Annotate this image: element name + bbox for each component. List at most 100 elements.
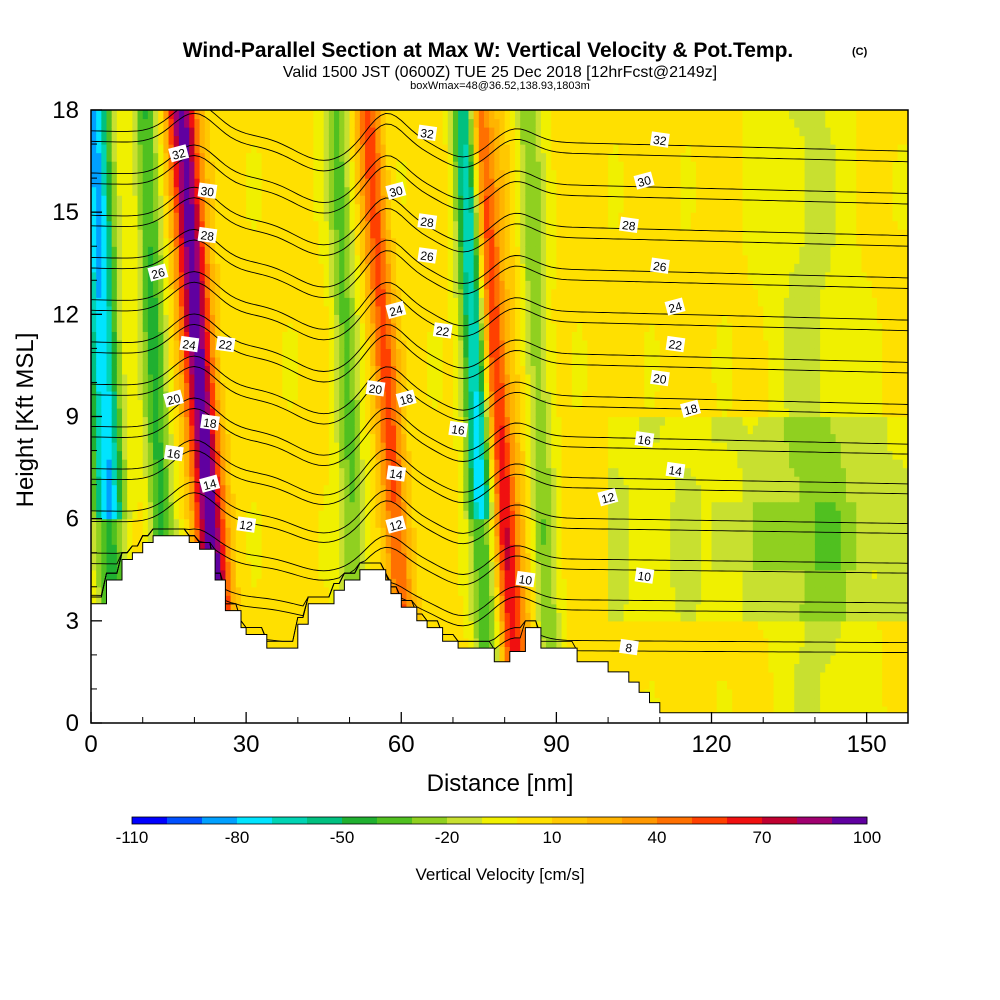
velocity-cell bbox=[199, 450, 206, 460]
velocity-cell bbox=[111, 527, 118, 537]
velocity-cell bbox=[184, 399, 190, 409]
velocity-cell bbox=[122, 535, 128, 545]
velocity-cell bbox=[401, 552, 408, 562]
velocity-cell bbox=[235, 450, 242, 460]
velocity-cell bbox=[271, 399, 278, 409]
velocity-cell bbox=[297, 535, 304, 545]
velocity-cell bbox=[396, 561, 402, 571]
velocity-cell bbox=[215, 450, 221, 460]
velocity-cell bbox=[251, 110, 258, 120]
velocity-cell bbox=[256, 569, 263, 579]
velocity-cell bbox=[313, 280, 320, 290]
velocity-cell bbox=[416, 425, 423, 435]
velocity-cell bbox=[303, 178, 309, 188]
velocity-cell bbox=[292, 127, 299, 137]
velocity-cell bbox=[334, 348, 340, 358]
velocity-cell bbox=[344, 493, 351, 503]
velocity-cell bbox=[380, 476, 387, 486]
velocity-cell bbox=[313, 552, 320, 562]
velocity-cell bbox=[246, 314, 252, 324]
velocity-cell bbox=[91, 246, 97, 256]
velocity-cell bbox=[359, 416, 366, 426]
velocity-cell bbox=[240, 305, 247, 315]
velocity-cell bbox=[380, 416, 387, 426]
velocity-cell bbox=[184, 263, 190, 273]
velocity-cell bbox=[271, 578, 278, 588]
velocity-cell bbox=[153, 314, 159, 324]
velocity-cell bbox=[256, 348, 263, 358]
velocity-cell bbox=[266, 612, 273, 622]
velocity-cell bbox=[153, 118, 159, 128]
velocity-cell bbox=[204, 433, 211, 443]
velocity-cell bbox=[354, 569, 361, 579]
velocity-cell bbox=[380, 459, 387, 469]
velocity-cell bbox=[132, 314, 139, 324]
velocity-cell bbox=[344, 569, 351, 579]
velocity-cell bbox=[215, 544, 221, 554]
velocity-cell bbox=[344, 110, 351, 120]
velocity-cell bbox=[287, 305, 294, 315]
velocity-cell bbox=[442, 535, 449, 545]
velocity-cell bbox=[390, 127, 397, 137]
velocity-cell bbox=[204, 127, 211, 137]
velocity-cell bbox=[122, 322, 128, 332]
velocity-cell bbox=[209, 390, 216, 401]
velocity-cell bbox=[189, 467, 196, 477]
velocity-cell bbox=[385, 152, 392, 162]
velocity-cell bbox=[261, 544, 268, 554]
velocity-cell bbox=[271, 322, 278, 332]
velocity-cell bbox=[334, 203, 340, 213]
velocity-cell bbox=[251, 127, 258, 137]
velocity-cell bbox=[271, 152, 278, 162]
velocity-cell bbox=[292, 467, 299, 477]
velocity-cell bbox=[385, 390, 392, 401]
velocity-cell bbox=[390, 493, 397, 503]
velocity-cell bbox=[147, 348, 154, 358]
velocity-cell bbox=[163, 220, 170, 230]
velocity-cell bbox=[147, 127, 154, 137]
velocity-cell bbox=[168, 407, 175, 418]
velocity-cell bbox=[91, 544, 97, 554]
velocity-cell bbox=[442, 110, 449, 120]
velocity-cell bbox=[194, 356, 201, 367]
velocity-cell bbox=[303, 373, 309, 384]
velocity-cell bbox=[344, 161, 351, 171]
velocity-cell bbox=[209, 305, 216, 315]
velocity-cell bbox=[334, 271, 340, 281]
velocity-cell bbox=[116, 356, 123, 367]
velocity-cell bbox=[261, 578, 268, 588]
velocity-cell bbox=[261, 569, 268, 579]
velocity-cell bbox=[390, 425, 397, 435]
velocity-cell bbox=[251, 271, 258, 281]
velocity-cell bbox=[215, 297, 221, 307]
velocity-cell bbox=[401, 365, 408, 375]
velocity-cell bbox=[334, 144, 340, 154]
velocity-cell bbox=[365, 476, 371, 486]
velocity-cell bbox=[344, 561, 351, 571]
velocity-cell bbox=[416, 442, 423, 452]
velocity-cell bbox=[390, 348, 397, 358]
velocity-cell bbox=[349, 280, 356, 290]
velocity-cell bbox=[168, 501, 175, 511]
chart-subtitle-2: boxWmax=48@36.52,138.93,1803m bbox=[410, 80, 590, 92]
velocity-cell bbox=[240, 322, 247, 332]
velocity-cell bbox=[127, 322, 133, 332]
velocity-cell bbox=[277, 586, 283, 596]
velocity-cell bbox=[427, 493, 433, 503]
velocity-cell bbox=[411, 510, 418, 520]
velocity-cell bbox=[339, 110, 345, 120]
velocity-cell bbox=[297, 578, 304, 588]
velocity-cell bbox=[225, 212, 232, 222]
velocity-cell bbox=[256, 561, 263, 571]
velocity-cell bbox=[189, 305, 196, 315]
velocity-cell bbox=[230, 399, 237, 409]
velocity-cell bbox=[132, 203, 139, 213]
velocity-cell bbox=[225, 288, 232, 298]
velocity-cell bbox=[396, 442, 402, 452]
velocity-cell bbox=[390, 110, 397, 120]
velocity-cell bbox=[111, 178, 118, 188]
velocity-cell bbox=[323, 476, 330, 486]
velocity-cell bbox=[411, 450, 418, 460]
velocity-cell bbox=[101, 476, 108, 486]
velocity-cell bbox=[163, 263, 170, 273]
